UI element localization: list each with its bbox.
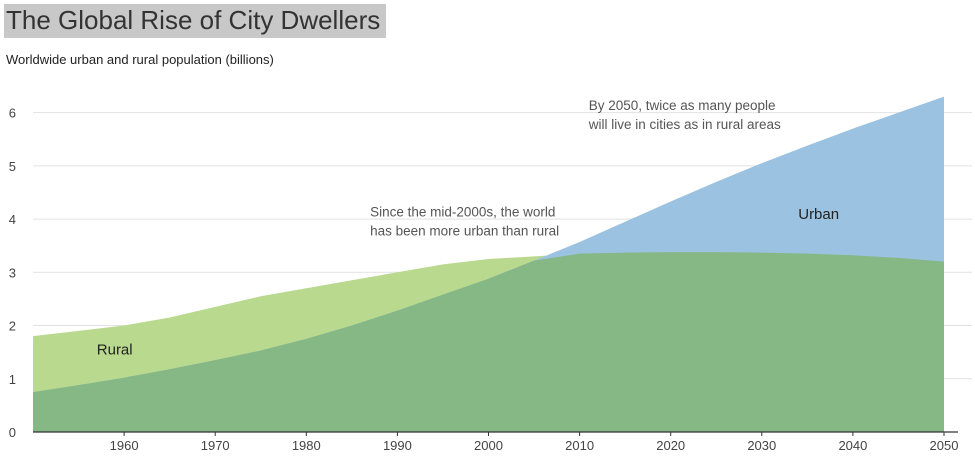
y-tick-label: 4	[9, 212, 16, 227]
y-tick-label: 2	[9, 319, 16, 334]
chart-areas	[33, 96, 944, 433]
x-tick-label: 2020	[656, 438, 685, 453]
x-tick-label: 1980	[292, 438, 321, 453]
chart-subtitle: Worldwide urban and rural population (bi…	[6, 52, 274, 67]
x-tick-label: 2040	[838, 438, 867, 453]
chart-title: The Global Rise of City Dwellers	[4, 4, 387, 38]
y-tick-label: 1	[9, 372, 16, 387]
y-tick-label: 6	[9, 106, 16, 121]
annotation-1: Since the mid-2000s, the world has been m…	[370, 204, 559, 238]
x-tick-label: 1970	[201, 438, 230, 453]
annotation-line: Since the mid-2000s, the world	[370, 204, 555, 219]
x-tick-label: 2050	[930, 438, 959, 453]
annotation-line: has been more urban than rural	[370, 223, 559, 238]
x-tick-label: 1990	[383, 438, 412, 453]
x-tick-label: 2010	[565, 438, 594, 453]
chart-labels: Rural Urban Since the mid-2000s, the world…	[97, 98, 839, 359]
x-tick-label: 1960	[110, 438, 139, 453]
overlap-area	[33, 252, 944, 432]
y-tick-label: 5	[9, 159, 16, 174]
series-label-urban: Urban	[798, 206, 839, 223]
y-tick-label: 3	[9, 265, 16, 280]
y-tick-label: 0	[9, 425, 16, 440]
axes: 0 1 2 3 4 5 6 1960 1970 1980 1990 2000 2010 2020 2030 2…	[9, 106, 959, 453]
annotation-line: will live in cities as in rural areas	[588, 117, 781, 132]
annotation-2: By 2050, twice as many people will live i…	[588, 98, 781, 132]
x-tick-label: 2000	[474, 438, 503, 453]
annotation-line: By 2050, twice as many people	[589, 98, 776, 113]
series-label-rural: Rural	[97, 341, 133, 358]
x-tick-label: 2030	[747, 438, 776, 453]
